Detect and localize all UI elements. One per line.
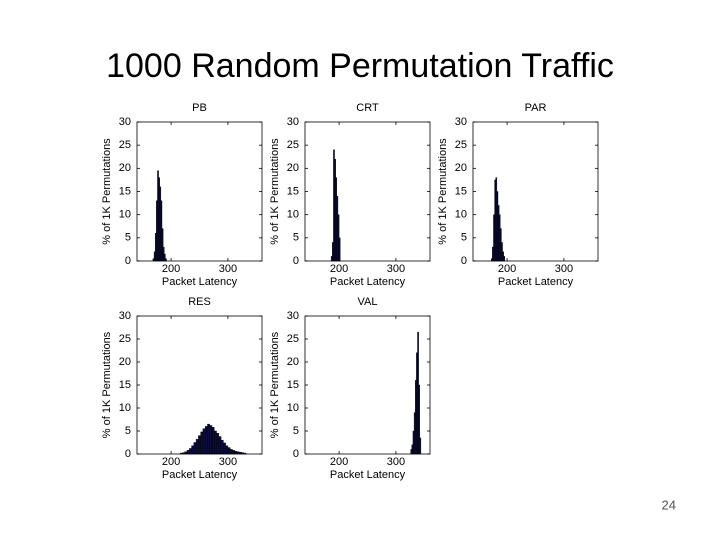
y-tick-label: 0 — [125, 255, 131, 267]
x-tick-label: 300 — [219, 456, 237, 468]
histogram-bar — [503, 256, 506, 262]
y-tick-label: 15 — [455, 185, 467, 197]
x-axis-label: Packet Latency — [162, 276, 238, 288]
x-tick-label: 200 — [330, 456, 348, 468]
x-axis-label: Packet Latency — [330, 469, 406, 481]
histogram-bar — [419, 437, 422, 455]
page-number: 24 — [662, 497, 676, 512]
y-tick-label: 10 — [287, 209, 299, 221]
y-tick-label: 20 — [119, 356, 131, 368]
y-tick-label: 0 — [293, 255, 299, 267]
x-tick-label: 200 — [498, 263, 516, 275]
histogram-bar — [186, 450, 190, 455]
x-axis-label: Packet Latency — [498, 276, 574, 288]
y-tick-label: 10 — [119, 209, 131, 221]
y-tick-label: 0 — [461, 255, 467, 267]
x-tick-label: 200 — [162, 263, 180, 275]
chart-title: CRT — [356, 102, 379, 114]
x-axis-label: Packet Latency — [162, 469, 238, 481]
y-tick-label: 15 — [287, 185, 299, 197]
y-tick-label: 25 — [287, 333, 299, 345]
histogram-bar — [216, 433, 220, 455]
chart-title: VAL — [358, 296, 378, 308]
y-tick-label: 30 — [287, 310, 299, 322]
histogram-bar — [198, 435, 201, 455]
y-tick-label: 10 — [455, 209, 467, 221]
y-tick-label: 30 — [455, 116, 467, 128]
histogram-bar — [207, 423, 210, 455]
histogram-bar — [209, 425, 213, 455]
y-axis-label: % of 1K Permutations — [269, 138, 281, 245]
x-axis-label: Packet Latency — [330, 276, 406, 288]
y-tick-label: 10 — [287, 402, 299, 414]
y-tick-label: 5 — [125, 425, 131, 437]
y-tick-label: 20 — [119, 162, 131, 174]
y-tick-label: 5 — [293, 425, 299, 437]
histogram-bar — [204, 426, 208, 455]
x-tick-label: 300 — [387, 456, 405, 468]
histogram-bar — [195, 439, 199, 455]
histogram-bar — [338, 237, 341, 262]
y-tick-label: 25 — [287, 139, 299, 151]
y-tick-label: 30 — [119, 310, 131, 322]
x-tick-label: 200 — [162, 456, 180, 468]
x-tick-label: 300 — [555, 263, 573, 275]
chart-title: RES — [188, 296, 211, 308]
x-tick-label: 200 — [330, 263, 348, 275]
plot-area — [305, 122, 430, 261]
y-tick-label: 20 — [455, 162, 467, 174]
plot-area — [473, 122, 598, 261]
y-tick-label: 10 — [119, 402, 131, 414]
y-tick-label: 5 — [293, 232, 299, 244]
slide-title: 1000 Random Permutation Traffic — [106, 47, 614, 85]
chart-title: PB — [192, 102, 207, 114]
histogram-bar — [232, 450, 235, 455]
y-tick-label: 30 — [119, 116, 131, 128]
histogram-bar — [202, 428, 206, 455]
histogram-bar — [223, 442, 226, 455]
y-tick-label: 15 — [287, 379, 299, 391]
plot-area — [137, 316, 262, 454]
histogram-bar — [218, 436, 222, 455]
x-tick-label: 300 — [219, 263, 237, 275]
y-tick-label: 5 — [125, 232, 131, 244]
y-tick-label: 0 — [125, 448, 131, 460]
histogram-bar — [193, 442, 197, 455]
histogram-bar — [191, 445, 195, 455]
y-tick-label: 25 — [119, 333, 131, 345]
y-tick-label: 5 — [461, 232, 467, 244]
y-tick-label: 15 — [119, 379, 131, 391]
chart-title: PAR — [525, 102, 547, 114]
y-tick-label: 25 — [455, 139, 467, 151]
y-tick-label: 15 — [119, 185, 131, 197]
histogram-bar — [200, 431, 204, 455]
histogram-bar — [220, 440, 224, 455]
y-tick-label: 30 — [287, 116, 299, 128]
y-tick-label: 0 — [293, 448, 299, 460]
y-tick-label: 20 — [287, 356, 299, 368]
x-tick-label: 300 — [387, 263, 405, 275]
y-axis-label: % of 1K Permutations — [101, 138, 113, 245]
histogram-bar — [234, 451, 238, 455]
plot-area — [305, 316, 430, 454]
y-axis-label: % of 1K Permutations — [437, 138, 449, 245]
histogram-bar — [189, 448, 192, 455]
histogram-bar — [229, 449, 233, 455]
y-tick-label: 20 — [287, 162, 299, 174]
y-axis-label: % of 1K Permutations — [101, 331, 113, 438]
histogram-bar — [214, 430, 217, 455]
y-tick-label: 25 — [119, 139, 131, 151]
histogram-bar — [211, 427, 215, 455]
y-axis-label: % of 1K Permutations — [269, 331, 281, 438]
